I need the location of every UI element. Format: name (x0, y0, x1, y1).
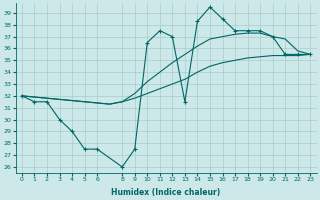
X-axis label: Humidex (Indice chaleur): Humidex (Indice chaleur) (111, 188, 221, 197)
